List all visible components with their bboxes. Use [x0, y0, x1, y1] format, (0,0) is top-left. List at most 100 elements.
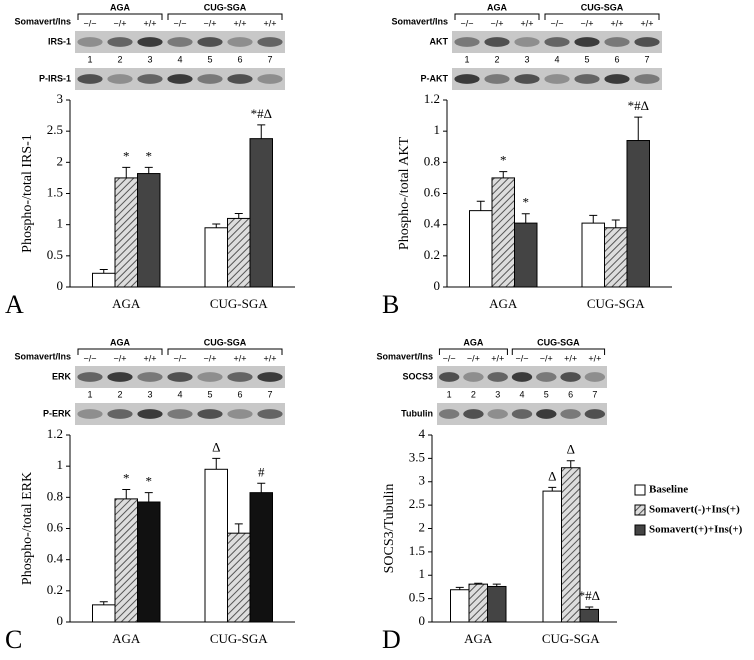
annotation: * [146, 148, 153, 163]
lane-label: −/− [443, 353, 456, 363]
blot-band [574, 74, 600, 84]
bar [137, 173, 161, 288]
legend-swatch [634, 504, 646, 516]
group-bracket [438, 348, 508, 355]
lane-label: +/+ [263, 353, 276, 363]
error-bar [144, 166, 153, 174]
blot-band [107, 74, 133, 84]
treatment-label: Somavert/Ins [14, 351, 71, 361]
blot-band [107, 37, 133, 47]
lane-label: +/+ [263, 18, 276, 28]
annotation: * [500, 153, 507, 168]
blot-group-label: AGA [110, 337, 131, 347]
lane-number: 5 [207, 54, 212, 64]
y-tick-label: 2 [57, 153, 64, 168]
error-bar [521, 213, 530, 224]
error-bar [476, 200, 485, 211]
blot-band [536, 372, 557, 382]
bar [227, 217, 251, 288]
bar [561, 467, 581, 623]
annotation: Δ [212, 439, 220, 454]
lane-number: 3 [495, 389, 500, 399]
blot-band [77, 372, 103, 382]
blot-band [484, 74, 510, 84]
band-label: SOCS3 [402, 371, 433, 381]
lane-number: 2 [117, 54, 122, 64]
error-bar [566, 460, 575, 468]
blot-band [227, 74, 253, 84]
blot-group-label: CUG-SGA [581, 2, 624, 12]
error-bar [548, 486, 557, 492]
blot-band [257, 409, 283, 419]
lane-label: +/+ [610, 18, 623, 28]
y-tick-label: 1.2 [424, 91, 440, 106]
annotation: *#Δ [251, 106, 272, 121]
bar [579, 608, 599, 623]
treatment-label: Somavert/Ins [14, 16, 71, 26]
y-tick-label: 2.5 [47, 122, 63, 137]
y-tick-label: 0.2 [424, 247, 440, 262]
y-tick-label: 0.4 [47, 551, 64, 566]
error-bar [492, 583, 501, 587]
lane-number: 6 [568, 389, 573, 399]
band-label: P-AKT [421, 73, 449, 83]
blot-band [584, 409, 606, 419]
lane-label: +/+ [143, 353, 156, 363]
panel-label: A [5, 290, 24, 319]
bar [542, 490, 562, 623]
panel-label: C [5, 625, 22, 654]
y-tick-label: 4 [419, 426, 426, 441]
error-bar [257, 482, 266, 493]
y-tick-label: 3.5 [409, 449, 425, 464]
y-tick-label: 2 [419, 519, 426, 534]
blot-band [227, 37, 253, 47]
blot-band [77, 37, 103, 47]
bar [204, 227, 228, 288]
blot-band [197, 74, 223, 84]
blot-strip [452, 68, 662, 90]
y-axis-label: SOCS3/Tubulin [382, 484, 397, 574]
blot-band [536, 409, 557, 419]
lane-number: 1 [87, 389, 92, 399]
bar [249, 492, 273, 623]
lane-label: −/− [550, 18, 563, 28]
error-bar [144, 492, 153, 503]
blot-group-label: CUG-SGA [204, 337, 247, 347]
blot-group-label: AGA [463, 337, 484, 347]
panel-label: B [382, 290, 399, 319]
lane-number: 4 [177, 54, 182, 64]
annotation: Δ [548, 468, 556, 483]
blot-group-label: CUG-SGA [537, 337, 580, 347]
error-bar [589, 214, 598, 224]
treatment-label: Somavert/Ins [376, 351, 433, 361]
lane-label: −/− [173, 353, 186, 363]
lane-label: +/+ [564, 353, 577, 363]
bar [487, 585, 507, 623]
blot-band [107, 372, 133, 382]
lane-number: 7 [592, 389, 597, 399]
lane-label: +/+ [143, 18, 156, 28]
bar [469, 210, 493, 288]
error-bar [455, 586, 464, 590]
group-bracket [454, 13, 540, 20]
bar [114, 498, 138, 623]
lane-number: 4 [177, 389, 182, 399]
y-tick-label: 0.8 [424, 153, 440, 168]
blot-band [257, 74, 283, 84]
blot-band [604, 37, 630, 47]
error-bar [634, 116, 643, 141]
lane-label: −/+ [490, 18, 503, 28]
lane-label: +/+ [491, 353, 504, 363]
blot-strip [75, 31, 285, 53]
blot-band [511, 372, 533, 382]
blot-group-label: AGA [110, 2, 131, 12]
y-tick-label: 0 [419, 613, 426, 628]
legend-label: Baseline [649, 484, 688, 496]
y-tick-label: 1 [434, 122, 441, 137]
blot-band [227, 409, 253, 419]
group-bracket [544, 13, 660, 20]
lane-number: 4 [554, 54, 559, 64]
lane-number: 5 [584, 54, 589, 64]
y-tick-label: 1.2 [47, 426, 63, 441]
